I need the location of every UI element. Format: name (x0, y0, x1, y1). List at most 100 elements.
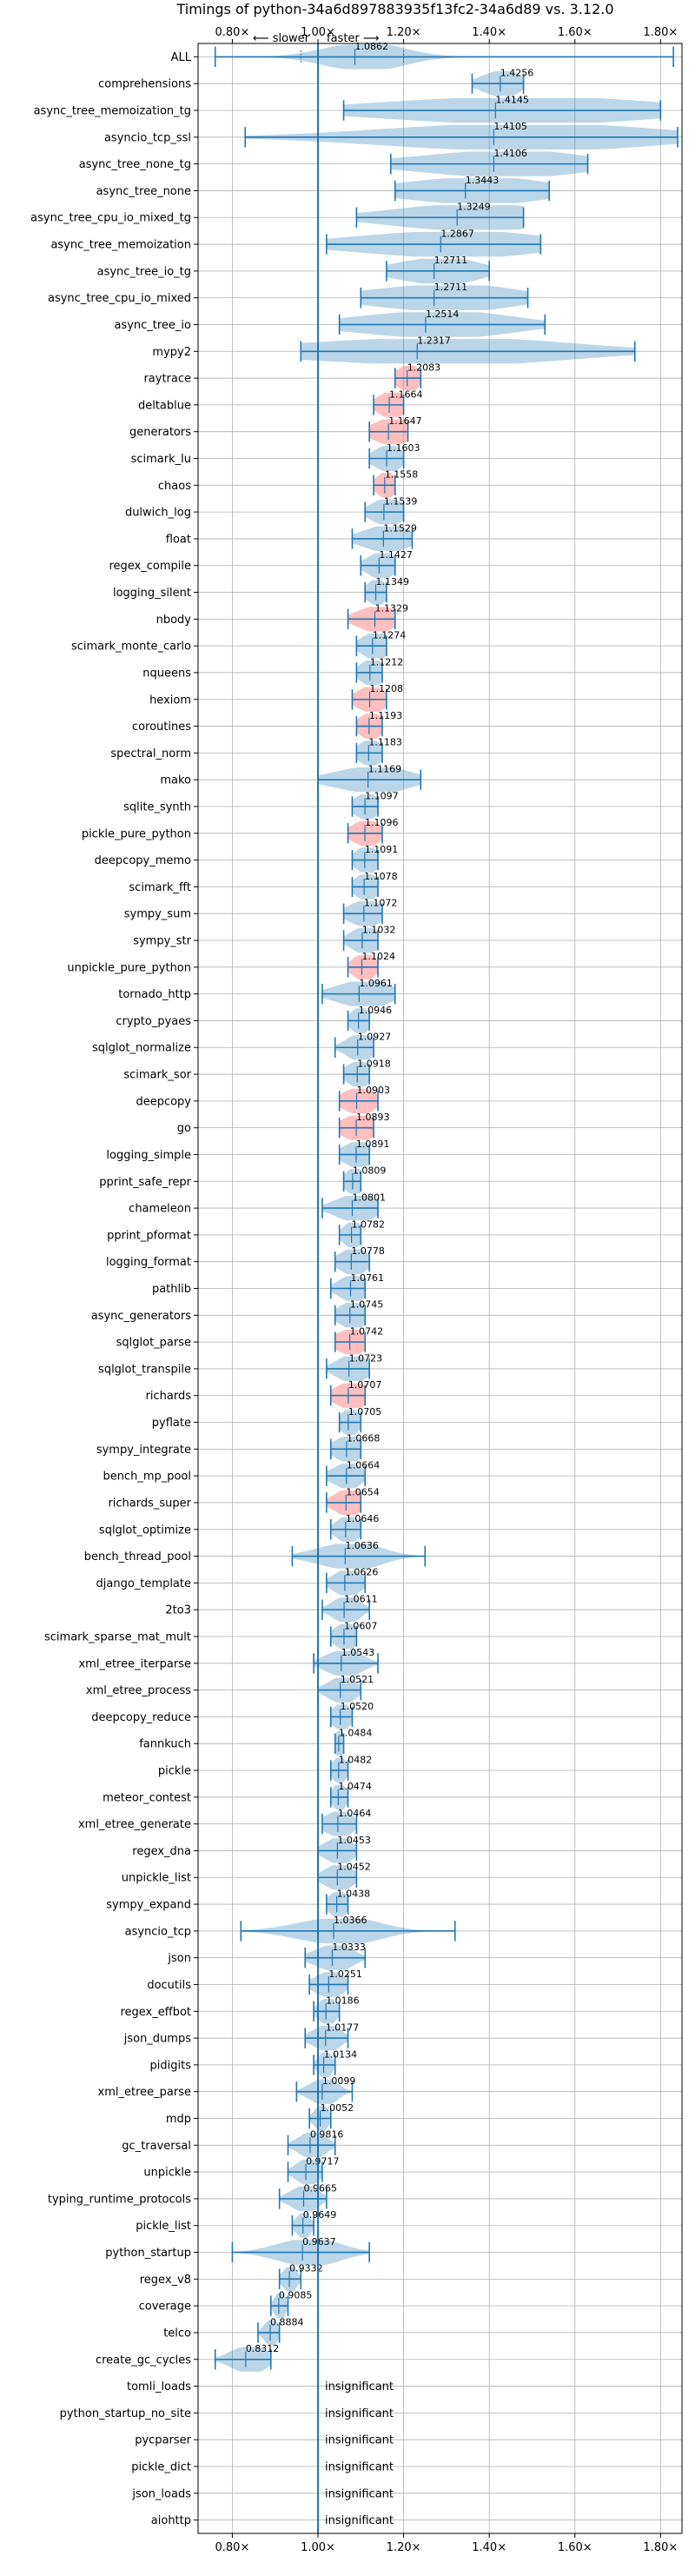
benchmark-label: async_tree_memoization_tg (34, 105, 191, 118)
benchmark-label: async_tree_none (96, 185, 191, 198)
insignificant-label: insignificant (325, 2380, 394, 2393)
value-label: 1.0521 (341, 1674, 374, 1685)
benchmark-label: ALL (171, 51, 192, 64)
value-label: 1.0453 (337, 1835, 371, 1846)
x-tick-label-top: 1.00× (301, 26, 335, 39)
value-label: 1.0664 (347, 1460, 381, 1471)
benchmark-label: async_tree_cpu_io_mixed (48, 292, 191, 305)
value-label: 1.2317 (417, 335, 451, 347)
benchmark-label: deepcopy_memo (95, 854, 191, 867)
value-label: 1.2711 (434, 282, 468, 293)
value-label: 1.1193 (369, 710, 403, 721)
benchmark-label: coverage (139, 2300, 191, 2314)
benchmark-label: telco (163, 2327, 191, 2340)
benchmark-label: sympy_sum (124, 908, 191, 921)
benchmark-label: sympy_integrate (96, 1444, 191, 1457)
x-tick-label-top: 1.60× (558, 26, 592, 39)
benchmark-label: async_tree_memoization (50, 239, 191, 252)
value-label: 1.2711 (434, 255, 468, 266)
value-label: 1.0543 (341, 1647, 375, 1658)
benchmark-label: regex_effbot (120, 2006, 191, 2019)
benchmark-label: pickle_dict (131, 2460, 191, 2473)
value-label: 1.0438 (337, 1888, 371, 1899)
benchmark-label: pycparser (135, 2434, 191, 2447)
benchmark-label: richards_super (108, 1497, 191, 1510)
value-label: 1.0482 (339, 1754, 373, 1765)
value-label: 1.0809 (353, 1165, 387, 1177)
value-label: 1.1091 (365, 844, 399, 855)
value-label: 1.1212 (370, 656, 404, 667)
value-label: 1.0177 (326, 2022, 360, 2033)
benchmark-label: scimark_monte_carlo (71, 641, 191, 654)
value-label: 0.9649 (303, 2209, 337, 2221)
benchmark-label: python_startup (105, 2247, 191, 2260)
x-tick-label-bottom: 0.80× (215, 2541, 250, 2554)
benchmark-label: logging_simple (106, 1149, 191, 1162)
value-label: 1.1183 (368, 737, 402, 748)
benchmark-label: deltablue (138, 399, 191, 412)
benchmark-label: python_startup_no_site (60, 2407, 191, 2420)
benchmark-label: pprint_pformat (107, 1229, 191, 1242)
value-label: 1.0891 (356, 1139, 390, 1150)
benchmark-label: async_tree_io (114, 319, 191, 332)
value-label: 1.4256 (500, 68, 534, 79)
benchmark-label: scimark_sor (123, 1069, 191, 1082)
benchmark-label: spectral_norm (110, 747, 191, 760)
benchmark-label: sympy_expand (106, 1899, 191, 1912)
value-label: 0.9816 (310, 2129, 344, 2141)
benchmark-label: pyflate (152, 1417, 191, 1430)
value-label: 1.1539 (384, 495, 418, 507)
value-label: 1.0782 (352, 1218, 386, 1230)
value-label: 1.1169 (368, 764, 402, 775)
benchmark-label: async_tree_none_tg (79, 158, 191, 171)
benchmark-label: pickle_list (136, 2220, 191, 2233)
value-label: 1.0626 (345, 1567, 379, 1578)
benchmark-label: typing_runtime_protocols (48, 2193, 191, 2206)
value-label: 1.0052 (321, 2102, 354, 2114)
benchmark-label: unpickle_pure_python (67, 961, 191, 974)
insignificant-label: insignificant (325, 2514, 394, 2527)
value-label: 1.0801 (353, 1192, 387, 1203)
benchmark-label: docutils (147, 1979, 191, 1992)
benchmark-label: sqlglot_optimize (99, 1524, 191, 1537)
value-label: 0.9665 (304, 2182, 338, 2194)
benchmark-label: hexiom (149, 694, 191, 707)
value-label: 1.3249 (457, 202, 491, 213)
value-label: 1.0761 (351, 1272, 385, 1284)
value-label: 1.2083 (407, 362, 441, 373)
benchmark-label: create_gc_cycles (96, 2354, 191, 2367)
benchmark-label: generators (129, 426, 191, 439)
x-tick-label-top: 1.80× (643, 26, 678, 39)
value-label: 1.0707 (348, 1379, 382, 1391)
benchmark-label: django_template (96, 1577, 191, 1590)
benchmark-label: async_tree_io_tg (97, 265, 191, 278)
benchmark-label: chaos (158, 480, 191, 493)
x-tick-label-top: 1.40× (472, 26, 506, 39)
benchmark-label: mdp (166, 2113, 191, 2126)
value-label: 1.2514 (426, 309, 460, 320)
value-label: 1.2867 (440, 228, 474, 239)
insignificant-label: insignificant (325, 2434, 394, 2447)
benchmark-label: deepcopy_reduce (91, 1711, 191, 1724)
benchmark-label: scimark_lu (131, 453, 191, 466)
benchmark-label: fannkuch (139, 1738, 191, 1751)
x-tick-label-bottom: 1.00× (301, 2541, 335, 2554)
value-label: 1.1349 (376, 576, 410, 588)
benchmark-label: bench_mp_pool (103, 1471, 191, 1484)
benchmark-label: regex_compile (109, 560, 191, 573)
benchmark-label: sqlglot_parse (116, 1337, 191, 1350)
value-label: 1.0723 (349, 1352, 383, 1364)
benchmark-label: crypto_pyaes (116, 1015, 191, 1028)
benchmark-label: regex_v8 (140, 2274, 191, 2287)
value-label: 1.0903 (357, 1085, 391, 1096)
slower-label: ⟵ slower (253, 32, 310, 45)
benchmark-label: deepcopy (136, 1095, 191, 1108)
benchmark-label: pickle_pure_python (82, 827, 191, 840)
value-label: 1.1032 (362, 924, 396, 935)
benchmark-label: richards (146, 1390, 192, 1403)
benchmark-label: async_tree_cpu_io_mixed_tg (30, 212, 191, 225)
benchmark-label: mako (160, 774, 191, 787)
benchmark-label: gc_traversal (122, 2140, 191, 2153)
value-label: 1.0893 (356, 1112, 390, 1123)
value-label: 1.0452 (337, 1862, 371, 1873)
